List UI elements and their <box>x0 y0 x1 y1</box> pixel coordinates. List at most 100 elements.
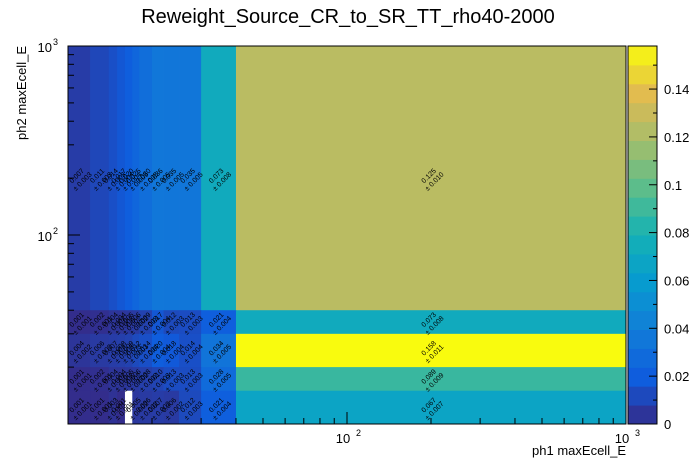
heatmap-cell <box>132 390 140 425</box>
color-palette: 0 0.02 0.04 0.06 0.08 0.1 0.12 0.14 <box>627 45 689 432</box>
heatmap-cell <box>124 367 133 392</box>
palette-tick-label: 0.12 <box>664 130 689 145</box>
heatmap-cell <box>132 367 140 392</box>
palette-swatch <box>628 310 657 330</box>
heatmap-cell <box>151 390 164 425</box>
x-tick-exponent: 2 <box>356 428 361 438</box>
palette-swatch <box>628 159 657 179</box>
heatmap-cell <box>108 46 118 311</box>
heatmap-cell <box>124 390 133 425</box>
heatmap-cell <box>108 390 118 425</box>
heatmap-cell <box>117 390 126 425</box>
palette-swatch <box>628 348 657 368</box>
axes-layer: 10 2 10 310 210 3 <box>38 37 640 446</box>
palette-swatch <box>628 291 657 312</box>
palette-frame <box>627 45 658 425</box>
palette-swatch <box>628 83 657 104</box>
heatmap-cell <box>201 333 237 368</box>
palette-swatch <box>628 405 657 425</box>
palette-swatch <box>628 46 657 66</box>
palette-swatch <box>628 64 657 85</box>
heatmap-cell <box>163 390 180 425</box>
palette-tick-label: 0.1 <box>664 178 682 193</box>
heatmap-cell <box>235 46 627 311</box>
heatmap-cell <box>117 333 126 368</box>
palette-tick-label: 0.06 <box>664 273 689 288</box>
heatmap-cell <box>132 46 140 311</box>
heatmap-cell <box>124 310 133 335</box>
palette-tick-label: 0.02 <box>664 369 689 384</box>
heatmap-cell <box>235 310 627 335</box>
heatmap-cell <box>163 310 180 335</box>
heatmap-cell <box>139 46 153 311</box>
heatmap-cell <box>117 46 126 311</box>
x-axis-label: ph1 maxEcell_E <box>532 443 626 458</box>
palette-swatch <box>628 367 657 387</box>
palette-tick-label: 0.08 <box>664 226 689 241</box>
heatmap-cell <box>90 46 110 311</box>
heatmap-cell <box>151 333 164 368</box>
palette-tick-label: 0.04 <box>664 321 689 336</box>
heatmap-cell <box>68 46 91 311</box>
palette-swatch <box>628 386 657 406</box>
heatmap-cell <box>117 310 126 335</box>
heatmap-cell <box>108 333 118 368</box>
heatmap-cell <box>139 367 153 392</box>
heatmap-cell <box>179 310 202 335</box>
heatmap-cell <box>201 46 237 311</box>
y-tick-label: 10 <box>38 229 52 244</box>
heatmap-cell <box>108 367 118 392</box>
heatmap-cell <box>151 310 164 335</box>
palette-swatch <box>628 178 657 198</box>
y-tick-exponent: 2 <box>53 226 58 236</box>
heatmap-cell <box>201 310 237 335</box>
heatmap-cell <box>90 367 110 392</box>
heatmap-cell <box>179 46 202 311</box>
y-tick-label: 10 <box>38 40 52 55</box>
heatmap-cell <box>235 367 627 392</box>
heatmap-cell <box>201 367 237 392</box>
palette-swatch <box>628 235 657 255</box>
palette-swatch <box>628 102 657 123</box>
heatmap-cell <box>90 310 110 335</box>
heatmap-cell <box>68 367 91 392</box>
palette-tick-label: 0 <box>664 417 671 432</box>
heatmap-cell <box>139 390 153 425</box>
heatmap-cell <box>163 46 180 311</box>
heatmap-cell <box>179 390 202 425</box>
palette-swatch <box>628 329 657 349</box>
heatmap-cell <box>124 333 133 368</box>
heatmap-cell <box>90 333 110 368</box>
palette-swatch <box>628 216 657 236</box>
heatmap-cell <box>163 367 180 392</box>
palette-swatch <box>628 197 657 217</box>
heatmap-cell <box>124 46 133 311</box>
heatmap-cell <box>90 390 110 425</box>
heatmap-cell <box>68 333 91 368</box>
x-tick-label: 10 <box>336 431 350 446</box>
heatmap-cell <box>108 310 118 335</box>
palette-tick-label: 0.14 <box>664 82 689 97</box>
heatmap-cell <box>68 310 91 335</box>
heatmap-cell <box>151 367 164 392</box>
palette-swatch <box>628 272 657 293</box>
chart-title: Reweight_Source_CR_to_SR_TT_rho40-2000 <box>141 6 555 28</box>
heatmap-cell <box>179 367 202 392</box>
heatmap-cell <box>151 46 164 311</box>
heatmap-cell <box>201 390 237 425</box>
x-tick-exponent: 3 <box>635 428 640 438</box>
x-tick-label: 10 <box>615 431 629 446</box>
palette-swatch <box>628 121 657 141</box>
palette-swatch <box>628 140 657 160</box>
heatmap-cell <box>139 310 153 335</box>
heatmap-cell <box>179 333 202 368</box>
y-tick-exponent: 3 <box>53 37 58 47</box>
heatmap-cell <box>132 333 140 368</box>
heatmap-cell <box>139 333 153 368</box>
y-axis-label: ph2 maxEcell_E <box>14 46 29 140</box>
heatmap-cell <box>235 333 627 368</box>
palette-swatch <box>628 253 657 274</box>
heatmap-cell <box>117 367 126 392</box>
